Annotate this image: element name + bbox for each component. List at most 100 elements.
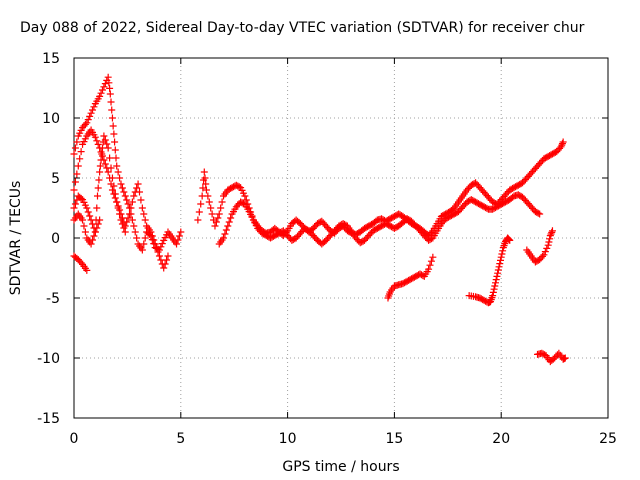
data-point [163,256,171,264]
data-point [235,183,243,191]
data-point [151,240,159,248]
data-point [87,109,95,117]
series-track-g [215,191,544,248]
series-track-j [523,227,556,266]
data-point [110,182,118,190]
data-point [158,240,166,248]
data-point [93,192,101,200]
data-point [101,160,109,168]
data-point [221,230,229,238]
data-point [504,235,512,243]
data-point [490,285,498,293]
data-point [204,192,212,200]
data-point [217,204,225,212]
data-point [114,168,122,176]
data-point [118,220,126,228]
data-point [134,180,142,188]
y-tick-label: 10 [42,111,60,127]
data-point [160,264,168,272]
data-points [70,73,569,366]
data-point [112,154,120,162]
data-point [93,224,101,232]
data-point [534,209,542,217]
data-point [141,234,149,242]
data-point [100,83,108,91]
data-point [546,235,554,243]
data-point [70,204,78,212]
data-point [220,234,228,242]
data-point [224,222,232,230]
data-point [137,196,145,204]
data-point [496,260,504,268]
data-point [105,79,113,87]
series-track-i [465,234,514,307]
data-point [427,257,435,265]
data-point [558,140,566,148]
data-point [164,252,172,260]
data-point [157,243,165,251]
data-point [118,184,126,192]
data-point [499,247,507,255]
data-point [195,208,203,216]
data-point [211,222,219,230]
series-track-d [70,210,104,248]
data-point [109,122,117,130]
data-point [123,196,131,204]
data-point [121,192,129,200]
data-point [201,174,209,182]
data-point [557,143,565,151]
data-point [70,186,78,194]
data-point [117,216,125,224]
data-point [133,234,141,242]
data-point [173,240,181,248]
data-point [120,188,128,196]
data-point [425,265,433,273]
data-point [202,180,210,188]
data-point [94,220,102,228]
data-point [154,248,162,256]
data-point [547,230,555,238]
data-point [426,261,434,269]
data-point [114,204,122,212]
data-point [86,212,94,220]
data-point [81,228,89,236]
series-track-a [70,73,185,254]
data-point [150,236,158,244]
data-point [205,198,213,206]
data-point [98,86,106,94]
data-point [77,194,85,202]
data-point [128,216,136,224]
data-point [506,236,514,244]
data-point [538,252,546,260]
data-point [73,138,81,146]
data-point [104,144,112,152]
data-point [202,186,210,194]
data-point [548,228,556,236]
data-point [489,292,497,300]
x-tick-label: 15 [385,431,403,447]
x-tick-label: 25 [599,431,617,447]
x-tick-label: 20 [492,431,510,447]
data-point [93,137,101,145]
axis-ticks: 0 5 10 15 20 25 -15 -10 -5 0 5 10 15 [37,51,617,447]
y-axis-label: SDTVAR / TECUs [8,181,24,296]
data-point [498,250,506,258]
data-point [492,279,500,287]
data-point [505,236,513,244]
data-point [97,89,105,97]
data-point [140,210,148,218]
data-point [140,240,148,248]
data-point [91,133,99,141]
data-point [100,132,108,140]
y-tick-label: 5 [51,171,60,187]
data-point [153,244,161,252]
data-point [70,150,78,158]
data-point [147,228,155,236]
data-point [175,232,183,240]
data-point [225,218,233,226]
data-point [545,238,553,246]
data-point [194,216,202,224]
series-track-h [384,253,437,302]
series-track-k [534,349,569,366]
data-point [559,138,567,146]
